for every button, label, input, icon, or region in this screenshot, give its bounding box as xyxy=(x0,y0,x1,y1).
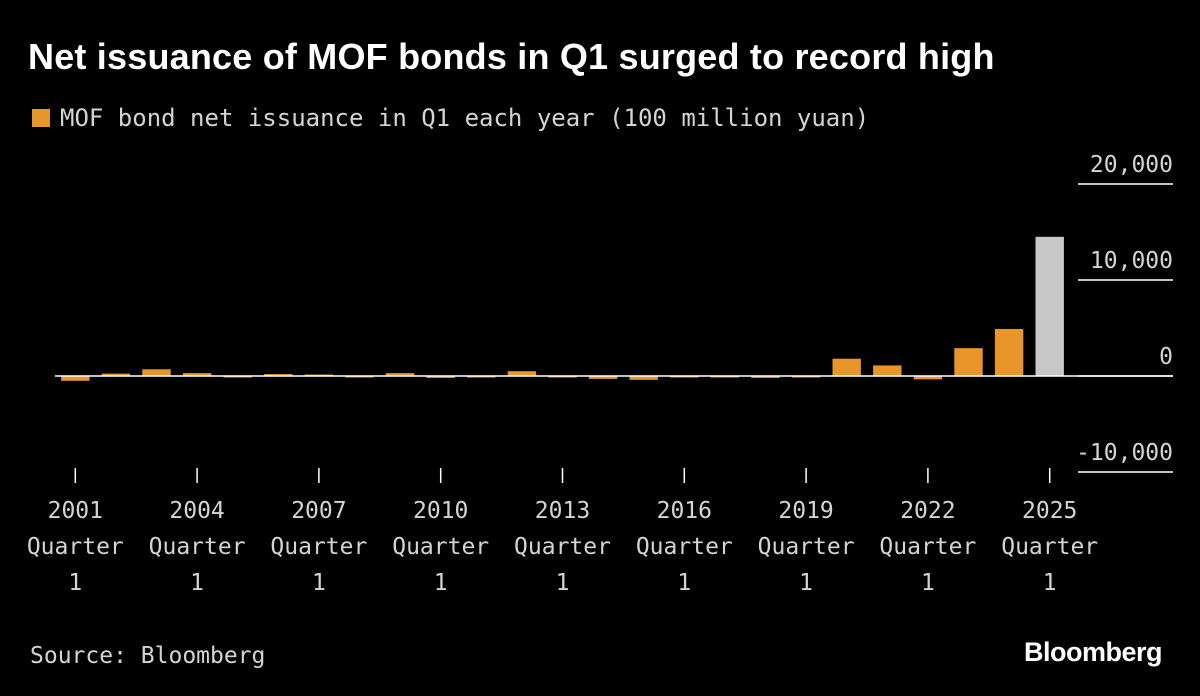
bar xyxy=(1035,236,1064,376)
y-tick-label: -10,000 xyxy=(1076,440,1173,466)
x-tick-label: Quarter xyxy=(1001,534,1098,560)
bar xyxy=(142,369,171,376)
x-tick-label: 1 xyxy=(921,570,935,596)
x-tick-label: Quarter xyxy=(270,534,367,560)
x-tick-label: Quarter xyxy=(879,534,976,560)
x-tick-label: 1 xyxy=(677,570,691,596)
bar xyxy=(426,376,455,378)
bar xyxy=(101,373,131,376)
x-tick-label: Quarter xyxy=(392,534,489,560)
y-tick-label: 0 xyxy=(1159,344,1173,370)
x-tick-label: Quarter xyxy=(149,534,246,560)
x-tick-label: Quarter xyxy=(514,534,611,560)
bar xyxy=(588,376,618,379)
bar xyxy=(264,374,293,376)
x-tick-label: 2022 xyxy=(900,498,955,524)
bar xyxy=(873,365,902,376)
x-tick-label: 2019 xyxy=(778,498,833,524)
x-tick-label: Quarter xyxy=(636,534,733,560)
bar xyxy=(913,376,943,380)
x-tick-label: 1 xyxy=(799,570,813,596)
x-tick-label: 2016 xyxy=(657,498,712,524)
bar xyxy=(629,376,658,380)
x-tick-label: 1 xyxy=(1043,570,1057,596)
y-tick-label: 10,000 xyxy=(1090,248,1173,274)
x-tick-label: 1 xyxy=(556,570,570,596)
bar xyxy=(954,348,983,376)
bar xyxy=(751,376,780,378)
x-tick-label: 2010 xyxy=(413,498,468,524)
legend-label: MOF bond net issuance in Q1 each year (1… xyxy=(60,104,870,132)
x-tick-label: 1 xyxy=(68,570,82,596)
source-note: Source: Bloomberg xyxy=(30,643,266,669)
bar xyxy=(994,328,1024,376)
y-tick-label: 20,000 xyxy=(1090,152,1173,178)
bar xyxy=(507,371,537,376)
x-tick-label: 2007 xyxy=(291,498,346,524)
x-tick-label: 1 xyxy=(434,570,448,596)
x-tick-label: Quarter xyxy=(27,534,124,560)
legend-swatch xyxy=(32,109,50,127)
bar xyxy=(385,373,415,376)
bar xyxy=(832,358,861,376)
bar xyxy=(182,373,212,376)
x-tick-label: Quarter xyxy=(758,534,855,560)
x-tick-label: 2004 xyxy=(169,498,224,524)
legend: MOF bond net issuance in Q1 each year (1… xyxy=(32,104,869,132)
x-tick-label: 2001 xyxy=(48,498,103,524)
chart-title: Net issuance of MOF bonds in Q1 surged t… xyxy=(28,36,995,77)
x-tick-label: 1 xyxy=(190,570,204,596)
bloomberg-logo: Bloomberg xyxy=(1023,637,1163,667)
x-tick-label: 1 xyxy=(312,570,326,596)
x-tick-label: 2013 xyxy=(535,498,590,524)
bar xyxy=(61,376,90,381)
x-tick-label: 2025 xyxy=(1022,498,1077,524)
